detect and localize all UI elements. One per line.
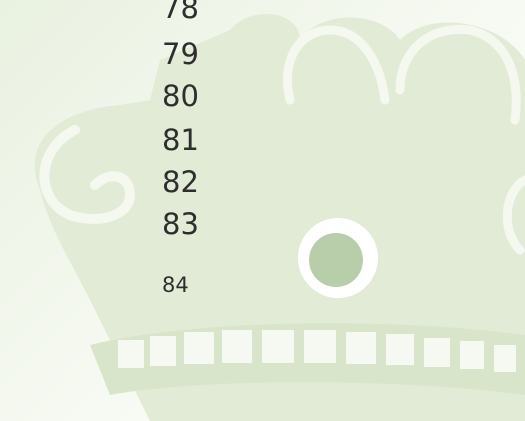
number-item[interactable]: 79 [162, 40, 199, 69]
number-item[interactable]: 84 [162, 275, 189, 296]
number-item[interactable]: 82 [162, 168, 199, 197]
number-item[interactable]: 78 [162, 0, 199, 23]
number-item[interactable]: 80 [162, 82, 199, 111]
number-item[interactable]: 81 [162, 126, 199, 155]
background-art [0, 0, 525, 421]
number-item[interactable]: 83 [162, 210, 199, 239]
screen: 78798081828384 (() => { const data = JSO… [0, 0, 525, 421]
eye-inner [309, 233, 363, 287]
